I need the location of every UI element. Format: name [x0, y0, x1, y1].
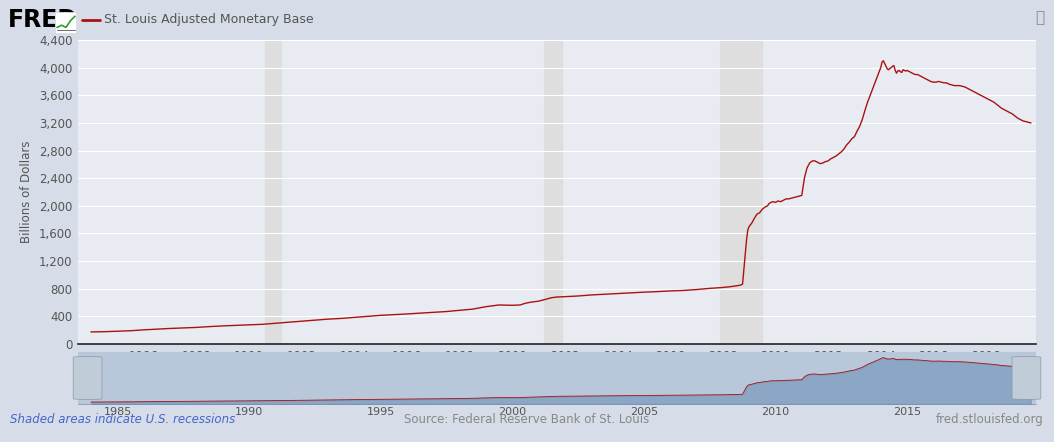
- Text: fred.stlouisfed.org: fred.stlouisfed.org: [936, 413, 1045, 426]
- Text: FRED: FRED: [8, 8, 78, 32]
- FancyBboxPatch shape: [1012, 357, 1040, 399]
- Bar: [544, 40, 562, 344]
- Text: Shaded areas indicate U.S. recessions: Shaded areas indicate U.S. recessions: [9, 413, 235, 426]
- Text: Source: Federal Reserve Bank of St. Louis: Source: Federal Reserve Bank of St. Loui…: [405, 413, 649, 426]
- Y-axis label: Billions of Dollars: Billions of Dollars: [20, 141, 34, 243]
- Text: ⛶: ⛶: [1035, 11, 1045, 26]
- Bar: [720, 40, 762, 344]
- Text: St. Louis Adjusted Monetary Base: St. Louis Adjusted Monetary Base: [104, 14, 314, 27]
- FancyBboxPatch shape: [73, 357, 102, 399]
- FancyBboxPatch shape: [55, 12, 77, 34]
- Bar: [265, 40, 280, 344]
